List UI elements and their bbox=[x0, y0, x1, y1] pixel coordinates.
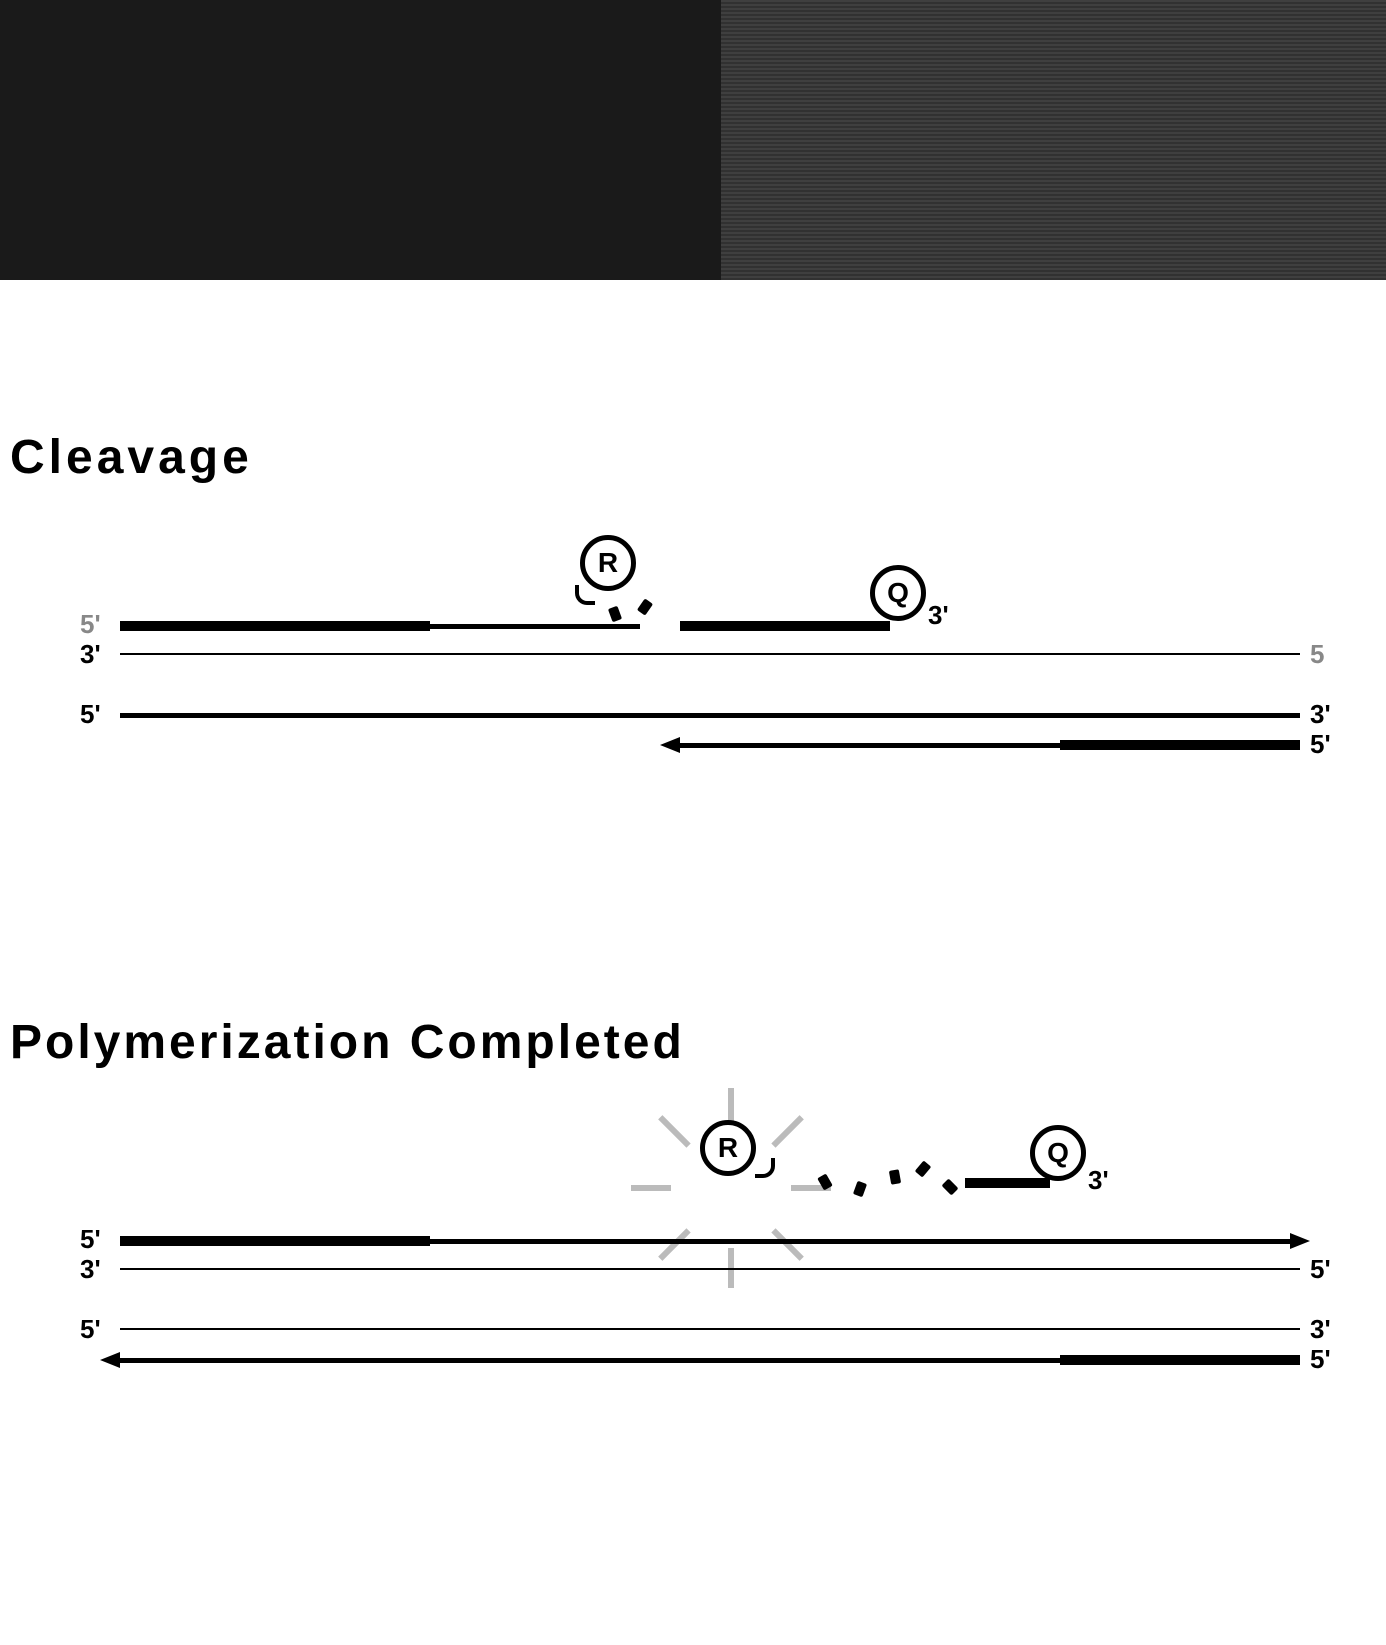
bottom-primer-strand bbox=[1060, 1355, 1300, 1365]
debris-fragment bbox=[608, 606, 622, 623]
three-prime-label: 3' bbox=[928, 600, 949, 631]
reporter-label: R bbox=[598, 547, 618, 579]
diagram-polymerization: R Q 3' 5' 3' 5' 5' 3' 5' bbox=[0, 1120, 1386, 1400]
three-prime-label: 3' bbox=[80, 1254, 101, 1285]
reporter-tail bbox=[575, 585, 595, 605]
template-top-strand bbox=[120, 653, 1300, 655]
five-prime-label: 5 bbox=[1310, 639, 1324, 670]
three-prime-label: 3' bbox=[1310, 1314, 1331, 1345]
five-prime-label: 5' bbox=[80, 1314, 101, 1345]
top-extension-strand bbox=[120, 624, 640, 629]
section-cleavage: Cleavage R Q 3' 5' 3' 5 5' 3' 5' bbox=[0, 430, 1386, 815]
section-title-polymerization: Polymerization Completed bbox=[0, 1015, 1386, 1070]
arrow-left-icon bbox=[660, 737, 680, 753]
probe-q-strand bbox=[680, 621, 890, 631]
three-prime-label: 3' bbox=[1310, 699, 1331, 730]
reporter-icon: R bbox=[580, 535, 636, 591]
arrow-left-icon bbox=[100, 1352, 120, 1368]
three-prime-label: 3' bbox=[80, 639, 101, 670]
bottom-primer-strand bbox=[1060, 740, 1300, 750]
bottom-template-strand bbox=[120, 713, 1300, 718]
debris-fragment bbox=[889, 1169, 901, 1185]
top-full-strand bbox=[120, 1239, 1290, 1244]
q-fragment-strand bbox=[965, 1178, 1050, 1188]
diagram-cleavage: R Q 3' 5' 3' 5 5' 3' 5' bbox=[0, 535, 1386, 815]
arrow-right-icon bbox=[1290, 1233, 1310, 1249]
five-prime-label: 5' bbox=[1310, 1344, 1331, 1375]
three-prime-label: 3' bbox=[1088, 1165, 1109, 1196]
debris-fragment bbox=[853, 1181, 867, 1198]
quencher-label: Q bbox=[887, 577, 909, 609]
five-prime-label: 5' bbox=[1310, 729, 1331, 760]
quencher-icon: Q bbox=[870, 565, 926, 621]
quencher-label: Q bbox=[1047, 1137, 1069, 1169]
section-title-cleavage: Cleavage bbox=[0, 430, 1386, 485]
reporter-label: R bbox=[718, 1132, 738, 1164]
reporter-icon: R bbox=[700, 1120, 756, 1176]
reporter-tail bbox=[755, 1158, 775, 1178]
five-prime-label: 5' bbox=[80, 1224, 101, 1255]
debris-fragment bbox=[942, 1179, 959, 1196]
template-top-strand bbox=[120, 1268, 1300, 1270]
section-polymerization: Polymerization Completed R Q 3' bbox=[0, 1015, 1386, 1400]
five-prime-label: 5' bbox=[80, 699, 101, 730]
bottom-template-strand bbox=[120, 1328, 1300, 1330]
banner-texture bbox=[721, 0, 1386, 280]
top-banner bbox=[0, 0, 1386, 280]
quencher-icon: Q bbox=[1030, 1125, 1086, 1181]
five-prime-label: 5' bbox=[1310, 1254, 1331, 1285]
five-prime-label: 5' bbox=[80, 609, 101, 640]
debris-fragment bbox=[637, 598, 653, 615]
debris-fragment bbox=[915, 1160, 932, 1177]
